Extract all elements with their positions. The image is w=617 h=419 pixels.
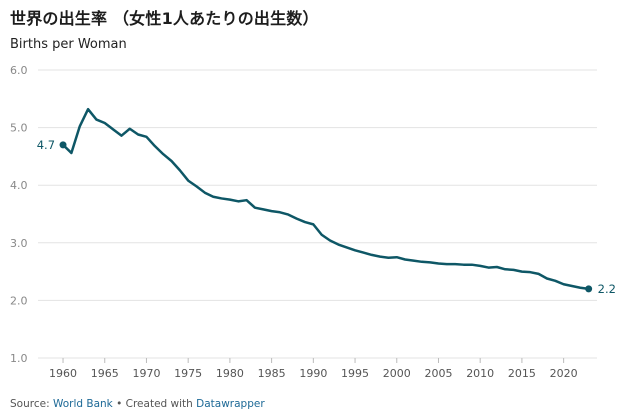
x-tick-label: 2010 (466, 367, 494, 380)
footer: Source: World Bank • Created with Datawr… (10, 398, 265, 410)
x-tick-label: 1985 (258, 367, 286, 380)
y-tick-label: 6.0 (10, 64, 28, 77)
created-with-text: • Created with (112, 398, 197, 410)
x-tick-label: 2015 (508, 367, 536, 380)
x-tick-label: 1965 (91, 367, 119, 380)
x-tick-label: 1990 (299, 367, 327, 380)
end-value-label: 2.2 (598, 282, 616, 296)
x-tick-label: 1970 (132, 367, 160, 380)
end-point (585, 285, 593, 293)
y-tick-label: 4.0 (10, 179, 28, 192)
grid-lines (38, 69, 597, 359)
series-line (61, 107, 590, 291)
y-tick-label: 5.0 (10, 122, 28, 135)
series-layer (59, 107, 593, 293)
chart-subtitle: Births per Woman (10, 37, 127, 52)
source-link[interactable]: World Bank (52, 398, 113, 410)
x-tick-label: 2020 (550, 367, 578, 380)
chart-title: 世界の出生率 （女性1人あたりの出生数） (10, 9, 319, 28)
x-tick-label: 1975 (174, 367, 202, 380)
x-tick-label: 2005 (424, 367, 452, 380)
data-labels: 4.7 2.2 (37, 138, 616, 296)
y-tick-label: 3.0 (10, 237, 28, 250)
start-value-label: 4.7 (37, 138, 55, 152)
start-point (59, 141, 67, 149)
x-axis-ticks: 1960 1965 1970 1975 1980 1985 1990 1995 2000 2005… (49, 358, 578, 380)
x-tick-label: 1980 (216, 367, 244, 380)
y-tick-label: 1.0 (10, 352, 28, 365)
x-tick-label: 1960 (49, 367, 77, 380)
x-tick-label: 1995 (341, 367, 369, 380)
source-label: Source: (10, 398, 50, 410)
y-axis-ticks: 1.0 2.0 3.0 4.0 5.0 6.0 (10, 64, 28, 365)
x-tick-label: 2000 (383, 367, 411, 380)
y-tick-label: 2.0 (10, 294, 28, 307)
datawrapper-link[interactable]: Datawrapper (196, 398, 265, 410)
